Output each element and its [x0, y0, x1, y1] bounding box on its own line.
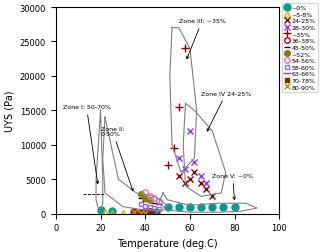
~0%	[188, 206, 192, 209]
Line: ~0%: ~0%	[97, 204, 238, 216]
45-50%	[152, 201, 156, 204]
~0%	[166, 206, 169, 209]
24-25%	[199, 181, 203, 184]
54-56%	[143, 190, 147, 193]
~35%	[172, 147, 176, 150]
24-25%	[193, 171, 196, 174]
24-25%	[188, 178, 192, 181]
28-30%	[193, 161, 196, 164]
Line: ~35%: ~35%	[163, 45, 190, 170]
~5-8%	[121, 211, 125, 214]
~0%	[132, 211, 136, 214]
Line: 24-25%: 24-25%	[176, 170, 215, 199]
36-38%	[148, 210, 152, 213]
~0%	[210, 206, 214, 209]
36-38%	[155, 211, 158, 214]
58-60%	[139, 203, 143, 206]
Line: 54-56%: 54-56%	[142, 189, 161, 204]
45-50%	[148, 200, 152, 203]
Line: ~52%: ~52%	[138, 192, 153, 203]
~52%	[143, 196, 147, 199]
70-78%	[139, 211, 143, 214]
80-90%	[143, 211, 147, 214]
45-50%	[143, 200, 147, 203]
28-30%	[184, 168, 187, 171]
Line: 45-50%: 45-50%	[137, 195, 162, 208]
Line: 63-66%: 63-66%	[130, 206, 149, 216]
24-25%	[204, 188, 207, 191]
58-60%	[143, 205, 147, 208]
~0%	[155, 211, 158, 214]
Text: Zone II:
0-50%: Zone II: 0-50%	[100, 126, 133, 191]
80-90%	[132, 211, 136, 214]
Line: ~5-8%: ~5-8%	[102, 210, 126, 216]
28-30%	[204, 181, 207, 184]
70-78%	[143, 211, 147, 214]
~0%	[222, 206, 225, 209]
~0%	[199, 206, 203, 209]
36-38%	[139, 210, 143, 213]
Line: 70-78%: 70-78%	[132, 210, 152, 215]
Text: Zone IV 24-25%: Zone IV 24-25%	[201, 91, 251, 132]
~0%	[110, 210, 114, 213]
70-78%	[148, 211, 152, 214]
Line: 28-30%: 28-30%	[175, 128, 209, 186]
Line: 58-60%: 58-60%	[139, 202, 161, 211]
~52%	[139, 193, 143, 196]
~35%	[184, 48, 187, 51]
63-66%	[143, 210, 147, 213]
58-60%	[157, 207, 161, 210]
36-38%	[143, 210, 147, 213]
63-66%	[139, 210, 143, 213]
58-60%	[152, 207, 156, 210]
Text: Zone I: 50-70%: Zone I: 50-70%	[62, 105, 110, 184]
36-38%	[132, 210, 136, 213]
28-30%	[199, 174, 203, 177]
63-66%	[132, 209, 136, 212]
Line: 36-38%: 36-38%	[131, 209, 159, 215]
24-25%	[210, 195, 214, 198]
~5-8%	[103, 211, 107, 214]
54-56%	[152, 197, 156, 200]
24-25%	[177, 174, 181, 177]
X-axis label: Temperature (deg.C): Temperature (deg.C)	[117, 238, 218, 248]
80-90%	[139, 211, 143, 214]
58-60%	[148, 206, 152, 209]
54-56%	[148, 194, 152, 197]
Text: Zone V: ~0%: Zone V: ~0%	[212, 174, 253, 200]
45-50%	[157, 203, 161, 206]
~0%	[177, 206, 181, 209]
Y-axis label: UYS (Pa): UYS (Pa)	[4, 90, 14, 132]
Legend: ~0%, ~5-8%, 24-25%, 28-30%, ~35%, 36-38%, 45-50%, ~52%, 54-56%, 58-60%, 63-66%, : ~0%, ~5-8%, 24-25%, 28-30%, ~35%, 36-38%…	[281, 4, 317, 92]
54-56%	[157, 200, 161, 203]
~0%	[99, 209, 102, 212]
~52%	[148, 199, 152, 202]
~0%	[233, 206, 237, 209]
~35%	[166, 164, 169, 167]
24-25%	[184, 181, 187, 184]
28-30%	[188, 130, 192, 133]
45-50%	[139, 197, 143, 200]
~35%	[177, 106, 181, 109]
70-78%	[132, 210, 136, 213]
Text: Zone III: ~35%: Zone III: ~35%	[179, 19, 226, 59]
Line: 80-90%: 80-90%	[131, 210, 148, 215]
28-30%	[177, 157, 181, 160]
~5-8%	[110, 211, 114, 214]
